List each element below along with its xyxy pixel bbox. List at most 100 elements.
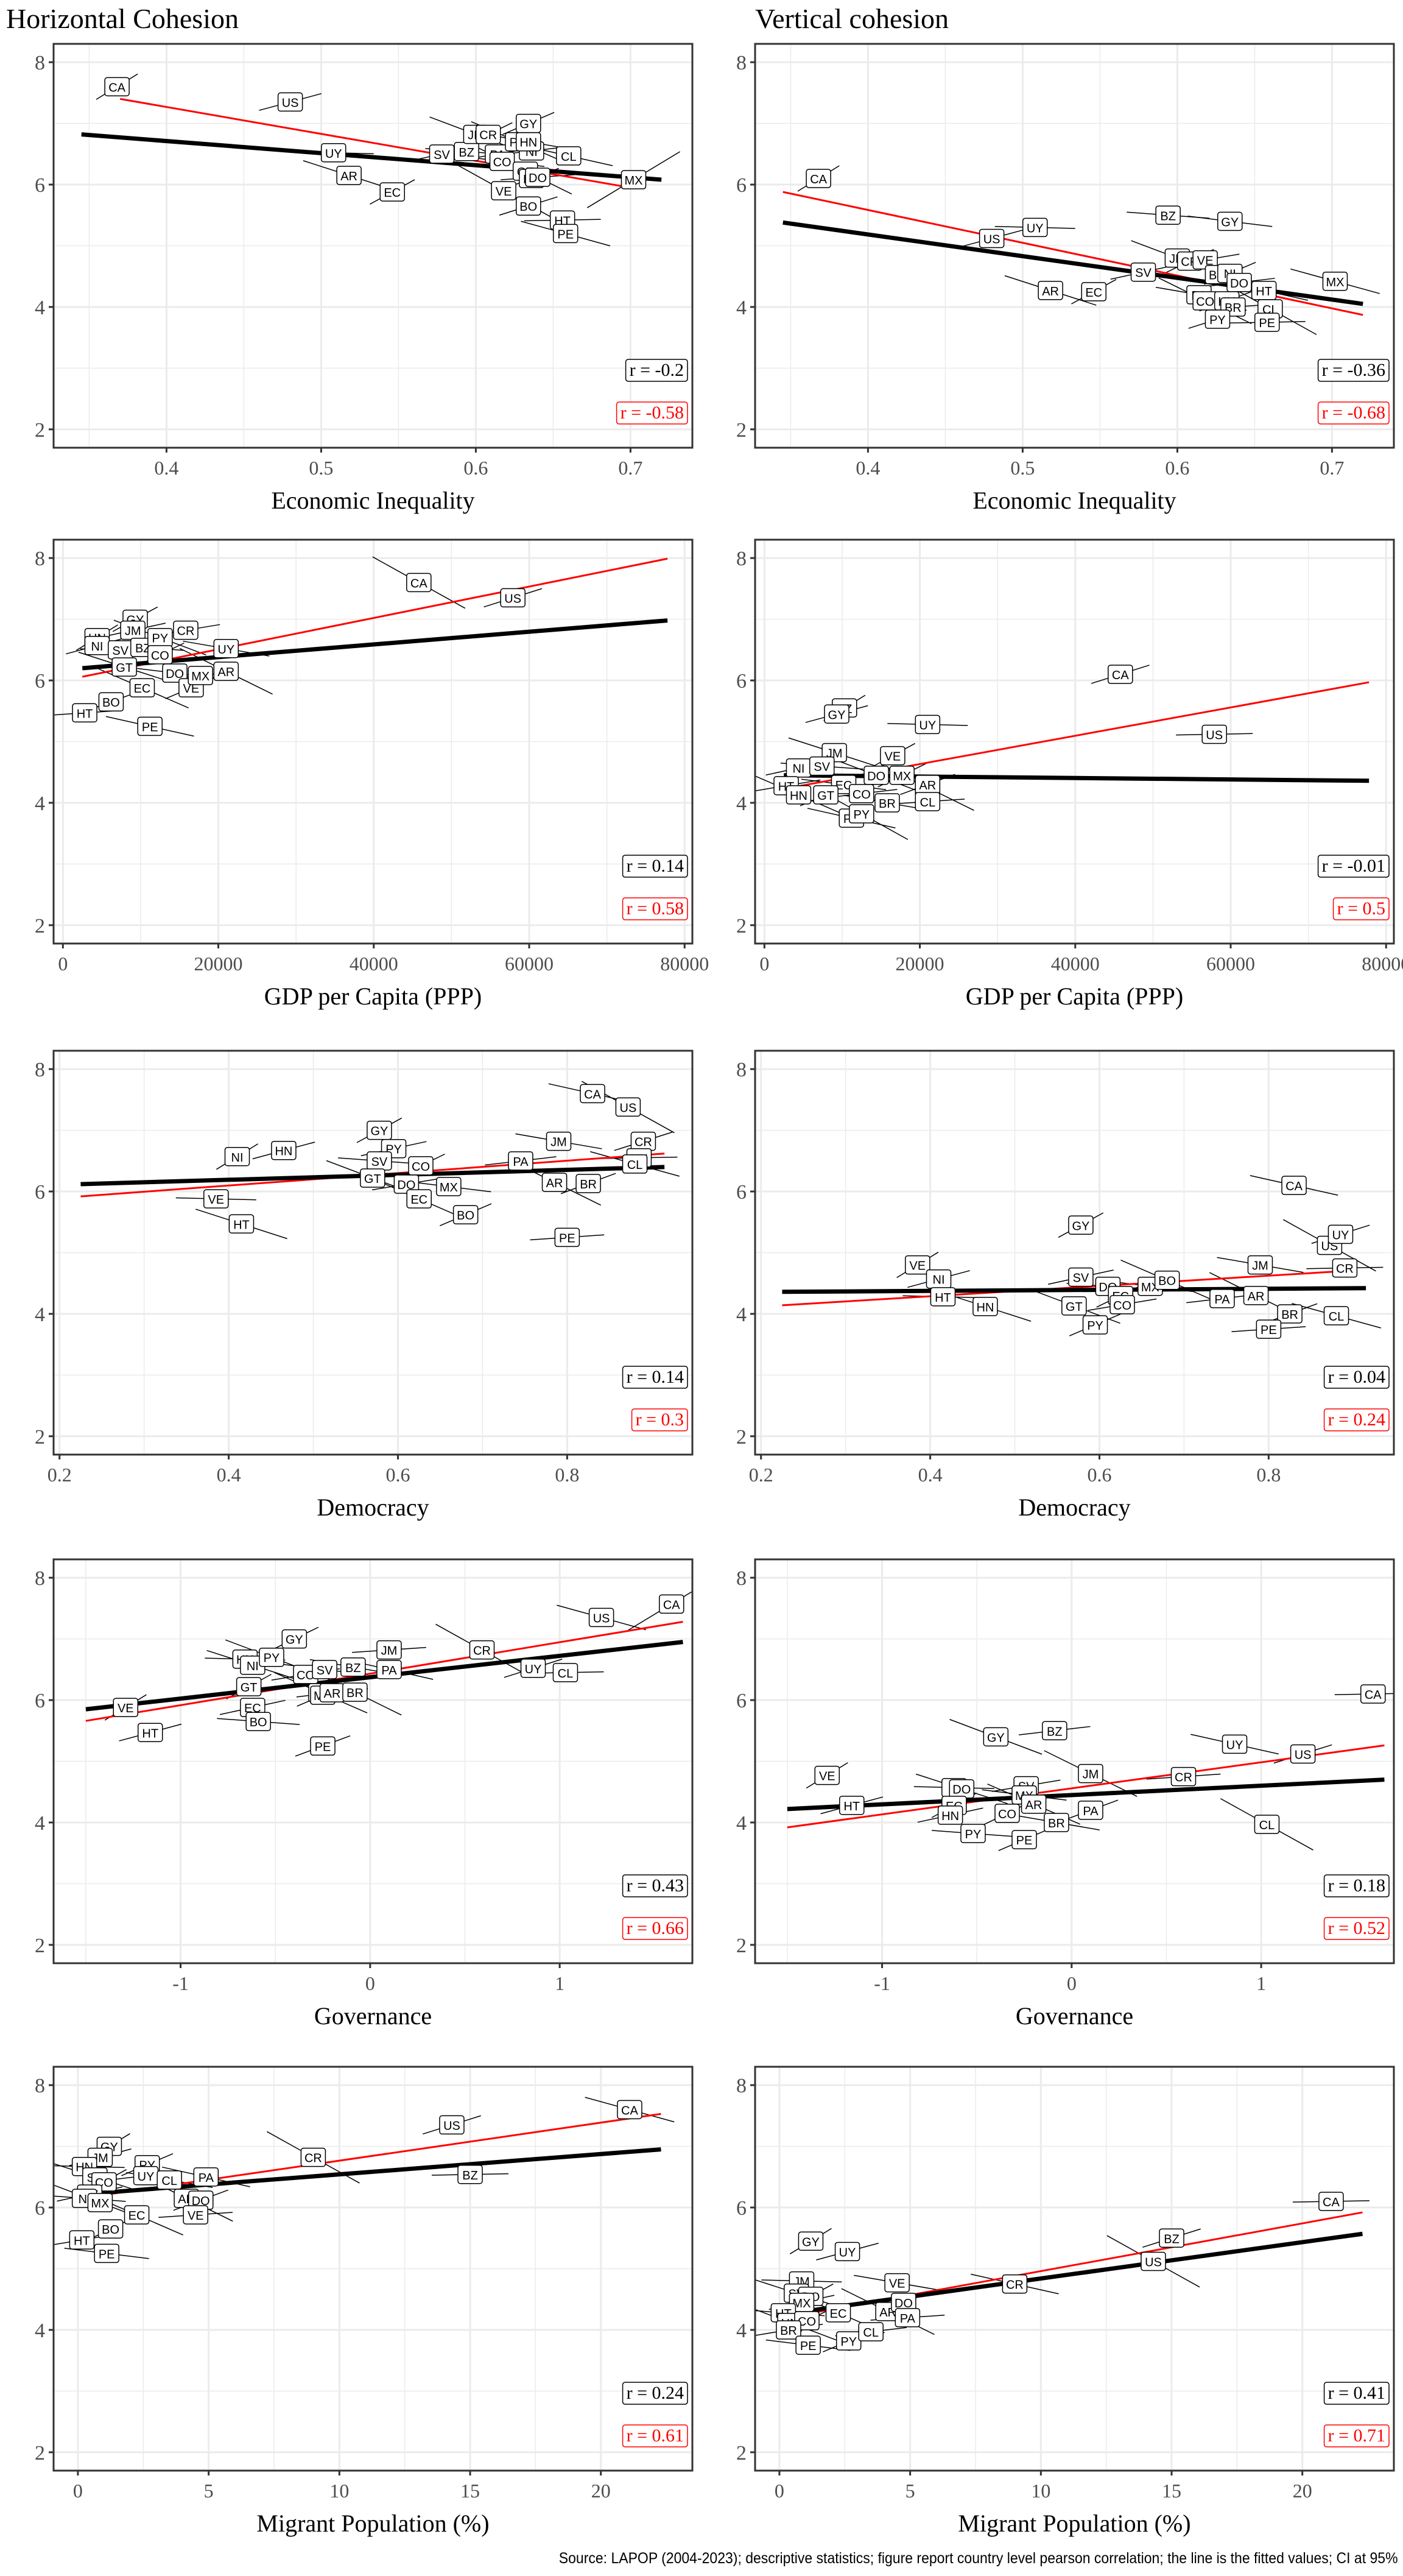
- country-label-cr: CR: [1170, 1766, 1197, 1787]
- label-box: [342, 1682, 368, 1702]
- label-text: EC: [410, 1193, 427, 1207]
- country-label-ec: EC: [124, 2205, 150, 2225]
- label-box: [1155, 205, 1181, 225]
- label-text: US: [983, 233, 1000, 246]
- label-box: [379, 182, 405, 202]
- label-text: JM: [381, 1645, 398, 1658]
- y-tick-label: 4: [736, 297, 747, 319]
- label-text: CR: [177, 625, 195, 638]
- country-label-ec: EC: [406, 1189, 432, 1209]
- label-text: US: [504, 592, 521, 605]
- country-label-sv: SV: [367, 1151, 392, 1171]
- x-tick-label: 0: [759, 953, 769, 975]
- country-label-jm: JM: [1247, 1255, 1273, 1275]
- y-tick-label: 6: [736, 670, 747, 693]
- country-label-pa: PA: [508, 1151, 533, 1171]
- label-text: GY: [286, 1634, 303, 1647]
- y-tick-label: 8: [736, 2075, 747, 2097]
- country-label-pe: PE: [94, 2243, 119, 2264]
- label-text: GY: [370, 1125, 388, 1138]
- country-label-pa: PA: [1078, 1801, 1103, 1820]
- label-box: [129, 678, 155, 697]
- label-text: UY: [325, 147, 342, 161]
- label-text: AR: [324, 1687, 341, 1701]
- r-annotation-subset: r = 0.52: [1323, 1917, 1390, 1940]
- label-box: [525, 168, 550, 187]
- r-box-all: [625, 359, 688, 382]
- country-label-uy: UY: [1022, 217, 1048, 238]
- y-tick-label: 6: [35, 174, 45, 197]
- label-text: PY: [853, 808, 870, 822]
- r-value-subset: r = 0.24: [1328, 1410, 1385, 1430]
- panel-vertical-gdp: 0 20000 40000 60000 80000 2 4 6 8 GDP per Capita …: [736, 538, 1403, 1010]
- label-box: [376, 1660, 402, 1679]
- x-tick-label: 0.8: [1256, 1464, 1281, 1486]
- country-label-us: US: [615, 1097, 641, 1117]
- country-label-sv: SV: [107, 640, 133, 660]
- label-box: [138, 1723, 163, 1743]
- y-tick-label: 4: [35, 2320, 45, 2342]
- x-tick-label: 0.4: [217, 1464, 241, 1486]
- label-box: [271, 1140, 297, 1160]
- label-text: BO: [250, 1716, 267, 1729]
- label-box: [98, 692, 124, 711]
- country-label-ve: VE: [905, 1255, 930, 1275]
- country-label-pe: PE: [137, 716, 163, 736]
- country-label-do: DO: [1226, 273, 1252, 292]
- country-label-ve: VE: [203, 1189, 229, 1209]
- label-text: HT: [233, 1218, 250, 1232]
- label-text: PE: [800, 2340, 817, 2353]
- country-label-br: BR: [776, 2320, 801, 2340]
- label-box: [1022, 217, 1048, 238]
- plot-marks: GYJMHNSVCOGTNIMXBOHTPEECPYUYCLARDOVEPACR…: [54, 2097, 675, 2264]
- label-box: [1082, 1315, 1108, 1335]
- label-text: BR: [346, 1687, 364, 1700]
- country-label-gt: GT: [360, 1168, 385, 1188]
- column-title-vertical: Vertical cohesion: [755, 3, 949, 34]
- label-box: [320, 143, 346, 163]
- plot-marks: BZGYUYJMVENISVDOMXHTECHNGTCOBRPAARCLPEPY…: [755, 665, 1370, 840]
- r-value-all: r = 0.14: [627, 856, 684, 876]
- label-text: CO: [493, 156, 512, 169]
- y-tick-label: 2: [736, 915, 747, 937]
- label-text: CR: [1006, 2279, 1024, 2292]
- label-box: [147, 645, 173, 665]
- r-box-subset: [616, 401, 688, 425]
- label-box: [406, 573, 432, 593]
- country-label-bo: BO: [98, 692, 124, 711]
- label-text: AR: [1248, 1290, 1265, 1304]
- plot-marks: VENIHTHNGYSVDOGTECCOMXBOPYPAJMARBRPECAUS…: [782, 1175, 1384, 1339]
- label-box: [1318, 2192, 1344, 2211]
- x-tick-label: 0.4: [856, 457, 880, 479]
- label-box: [1360, 1684, 1386, 1704]
- label-box: [1109, 1295, 1135, 1314]
- country-label-pe: PE: [795, 2335, 821, 2355]
- country-label-ni: NI: [926, 1269, 952, 1289]
- y-tick-label: 8: [35, 1059, 45, 1081]
- label-text: VE: [208, 1193, 224, 1207]
- label-text: PE: [557, 228, 574, 241]
- label-box: [979, 228, 1005, 249]
- label-text: BO: [457, 1209, 474, 1223]
- r-annotation-subset: r = 0.71: [1323, 2424, 1390, 2447]
- x-tick-label: 60000: [1206, 953, 1255, 975]
- y-tick-label: 8: [35, 2075, 45, 2097]
- label-box: [1226, 273, 1252, 292]
- label-box: [580, 1084, 605, 1104]
- column-title-horizontal: Horizontal Cohesion: [6, 3, 239, 34]
- label-box: [475, 124, 501, 144]
- country-label-ve: VE: [880, 746, 905, 766]
- country-label-mx: MX: [436, 1177, 462, 1196]
- country-label-mx: MX: [188, 666, 213, 685]
- label-text: US: [620, 1101, 637, 1115]
- x-axis-label: Migrant Population (%): [958, 2510, 1190, 2537]
- label-text: MX: [191, 670, 209, 683]
- grid: [54, 1559, 692, 1963]
- label-text: CL: [558, 1667, 574, 1681]
- country-label-ar: AR: [915, 775, 941, 794]
- y-tick-label: 2: [35, 2442, 45, 2465]
- label-text: HN: [275, 1145, 292, 1159]
- label-text: US: [593, 1612, 610, 1625]
- r-value-subset: r = 0.3: [636, 1410, 684, 1430]
